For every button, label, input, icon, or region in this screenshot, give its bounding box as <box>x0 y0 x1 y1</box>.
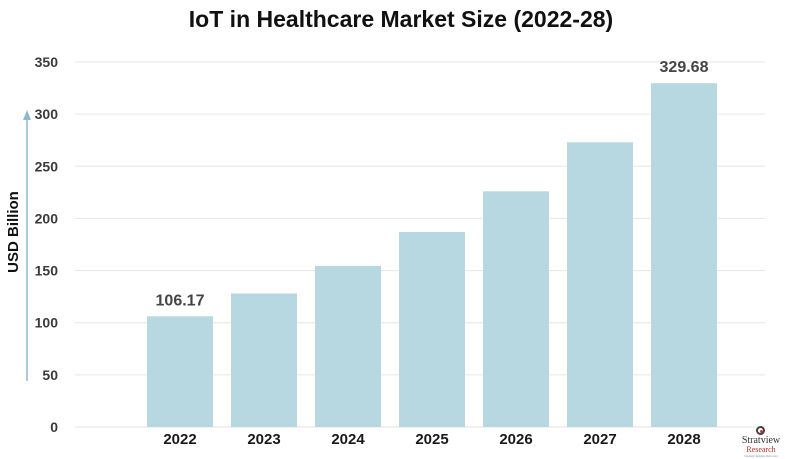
stratview-logo: Stratview Research Strategic Insights De… <box>726 426 796 458</box>
x-tick-label: 2024 <box>331 431 365 448</box>
y-tick-label: 0 <box>50 419 58 435</box>
x-axis-ticks: 2022 2023 2024 2025 2026 2027 2028 <box>163 431 700 448</box>
y-tick-label: 100 <box>35 315 59 331</box>
y-tick-label: 300 <box>35 106 59 122</box>
bar <box>483 191 549 427</box>
target-icon <box>756 426 765 435</box>
x-tick-label: 2023 <box>247 431 280 448</box>
y-tick-label: 200 <box>35 210 59 226</box>
x-tick-label: 2028 <box>667 431 700 448</box>
logo-tagline: Strategic Insights Delivered <box>744 454 778 458</box>
logo-name: Stratview <box>741 435 781 446</box>
bars <box>147 83 717 428</box>
bar <box>399 231 465 427</box>
data-labels: 106.17 329.68 <box>156 59 709 309</box>
y-axis-arrow-head <box>23 110 31 120</box>
x-tick-label: 2025 <box>415 431 448 448</box>
x-tick-label: 2026 <box>499 431 532 448</box>
logo-subname: Research <box>746 445 776 454</box>
bar <box>651 83 717 427</box>
bar <box>567 142 633 428</box>
bar <box>231 293 297 427</box>
data-label: 106.17 <box>156 292 205 309</box>
y-tick-label: 50 <box>42 367 58 383</box>
bar <box>315 265 381 427</box>
y-axis-ticks: 0 50 100 150 200 250 300 350 <box>35 54 59 435</box>
y-tick-label: 250 <box>35 158 59 174</box>
x-tick-label: 2027 <box>583 431 616 448</box>
y-axis: USD Billion <box>5 110 31 381</box>
x-tick-label: 2022 <box>163 431 196 448</box>
bar <box>147 316 213 427</box>
chart-title: IoT in Healthcare Market Size (2022-28) <box>188 6 614 32</box>
y-axis-label: USD Billion <box>5 191 22 273</box>
y-tick-label: 150 <box>35 263 59 279</box>
data-label: 329.68 <box>660 59 709 76</box>
y-tick-label: 350 <box>35 54 59 70</box>
